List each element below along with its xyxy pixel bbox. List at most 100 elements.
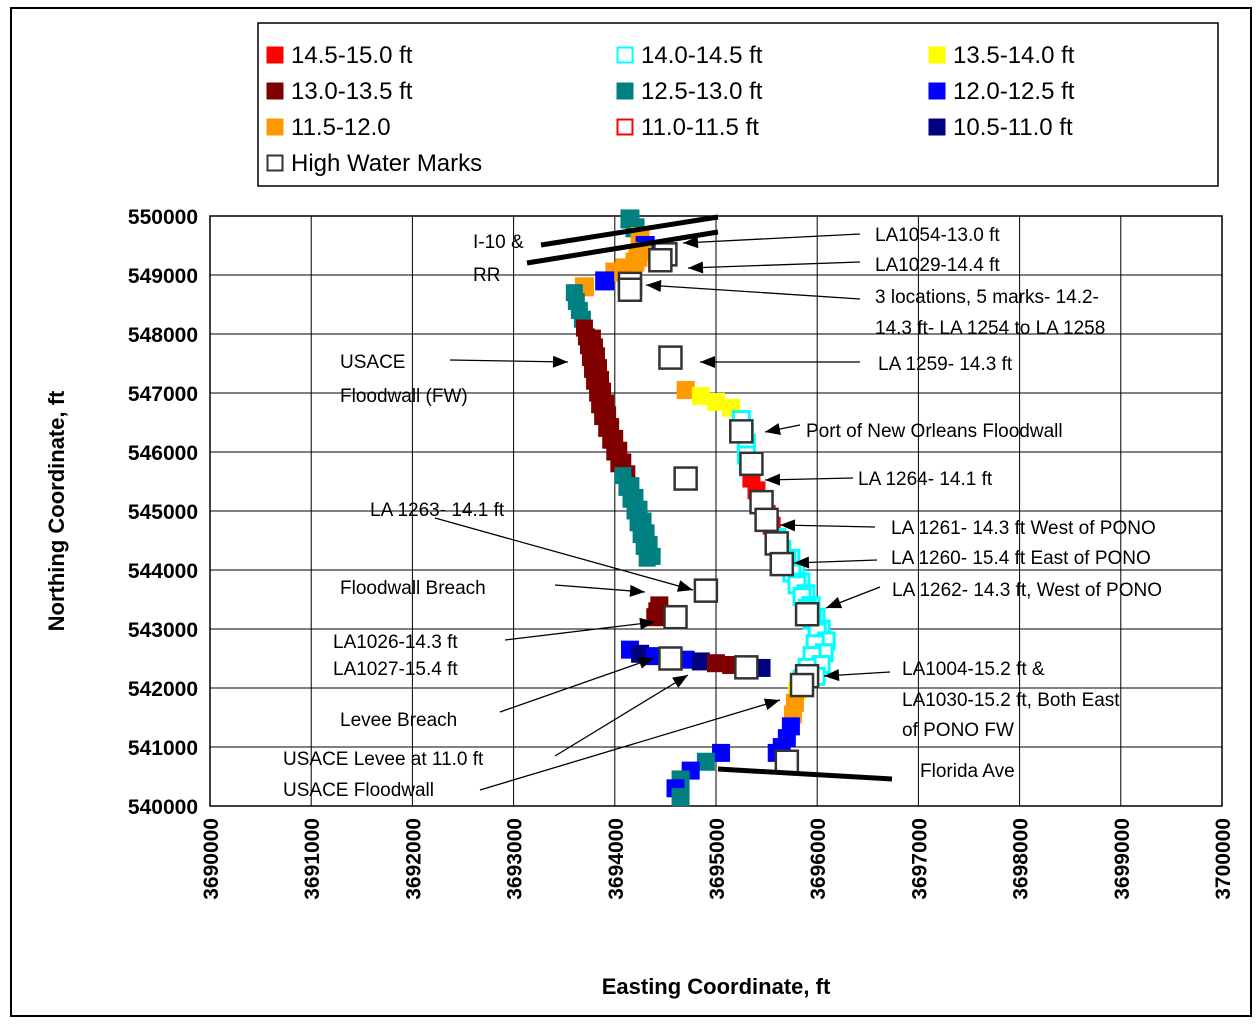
annotation-label: LA1004-15.2 ft &: [902, 659, 1045, 680]
y-tick-label: 542000: [128, 678, 198, 701]
data-point-high-water-mark: [769, 551, 795, 577]
data-point-usace-fw: [638, 549, 656, 567]
data-point-pono-fw: [707, 392, 725, 411]
data-point-usace-fw: [595, 271, 615, 291]
i10-line: [540, 214, 719, 248]
annotation-label: RR: [473, 265, 500, 286]
arrow-la1029: [687, 261, 861, 269]
annotation-label: USACE Levee at 11.0 ft: [283, 749, 484, 770]
y-axis-title: Northing Coordinate, ft: [44, 390, 69, 631]
legend-label: 12.0-12.5 ft: [953, 78, 1075, 105]
annotation-label: LA 1260- 15.4 ft East of PONO: [891, 548, 1151, 569]
data-point-florida-ave: [696, 752, 715, 771]
annotation-label: LA1026-14.3 ft: [333, 632, 458, 653]
arrow-la1261: [779, 524, 876, 528]
legend-swatch: [266, 82, 284, 100]
x-tick-label: 3699000: [1111, 818, 1134, 900]
y-tick-label: 546000: [128, 442, 198, 465]
legend-swatch: [266, 46, 284, 64]
data-point-high-water-mark: [693, 578, 719, 603]
legend-label: 13.0-13.5 ft: [291, 78, 413, 105]
data-point-high-water-mark: [764, 531, 789, 556]
data-point-high-water-mark: [729, 419, 754, 444]
y-tick-label: 550000: [128, 206, 198, 229]
annotation-label: LA 1263- 14.1 ft: [370, 500, 505, 521]
annotation-label: USACE: [340, 352, 405, 373]
arrow-3-locations-head: [646, 279, 662, 292]
y-tick-label: 545000: [128, 501, 198, 524]
annotation-label: LA1027-15.4 ft: [333, 659, 458, 680]
annotation-label: USACE Floodwall: [283, 780, 434, 801]
x-tick-label: 3690000: [200, 818, 223, 900]
legend-swatch: [266, 154, 284, 172]
legend-label: 11.5-12.0: [291, 114, 391, 141]
arrow-la1260-head: [794, 556, 810, 569]
arrow-la1263: [434, 517, 694, 591]
annotation-label: 3 locations, 5 marks- 14.2-: [875, 287, 1099, 308]
legend-box: [257, 22, 1219, 187]
y-tick-label: 543000: [128, 619, 198, 642]
y-tick-label: 544000: [128, 560, 198, 583]
annotation-label: of PONO FW: [902, 720, 1014, 741]
arrow-levee-breach-head: [637, 657, 654, 669]
legend-label: 13.5-14.0 ft: [953, 42, 1075, 69]
x-tick-label: 3691000: [301, 818, 324, 900]
legend-swatch: [266, 118, 284, 136]
arrow-usace-fw-head: [552, 355, 568, 368]
arrow-floodwall-breach-head: [629, 584, 645, 597]
arrow-la1259-head: [700, 356, 715, 368]
legend-label: High Water Marks: [291, 150, 482, 177]
legend-label: 12.5-13.0 ft: [641, 78, 763, 105]
x-tick-label: 3700000: [1212, 818, 1235, 900]
arrow-la1054: [682, 233, 861, 244]
annotation-label: Floodwall Breach: [340, 578, 486, 599]
arrow-la1264-head: [765, 473, 781, 486]
data-point-high-water-mark: [648, 248, 673, 273]
arrow-levee-breach: [499, 657, 655, 713]
data-point-high-water-mark: [658, 646, 683, 671]
data-point-high-water-mark: [658, 345, 683, 370]
arrow-la1026: [504, 621, 656, 641]
arrow-usace-fw: [449, 359, 569, 363]
annotation-label: LA 1262- 14.3 ft, West of PONO: [892, 580, 1162, 601]
annotation-label: LA 1264- 14.1 ft: [858, 469, 993, 490]
legend-swatch: [928, 46, 946, 64]
annotation-label: Floodwall (FW): [340, 386, 468, 407]
data-point-high-water-mark: [794, 602, 820, 627]
annotation-label: Levee Breach: [340, 710, 457, 731]
arrow-la1263-head: [676, 580, 693, 592]
florida-ave-line: [717, 766, 893, 782]
data-point-pono-fw: [691, 386, 710, 405]
data-point-levee-breach: [691, 652, 710, 671]
y-tick-label: 547000: [128, 383, 198, 406]
data-point-high-water-mark: [739, 451, 764, 477]
data-point-florida-ave: [712, 743, 731, 762]
y-tick-label: 541000: [128, 737, 198, 760]
arrow-usace-floodwall: [479, 699, 781, 791]
annotation-label: Port of New Orleans Floodwall: [806, 421, 1063, 442]
x-axis-title: Easting Coordinate, ft: [602, 974, 831, 999]
legend-label: 10.5-11.0 ft: [953, 114, 1073, 141]
arrow-la1029-head: [688, 261, 704, 274]
annotation-label: LA1030-15.2 ft, Both East: [902, 690, 1120, 711]
x-tick-label: 3696000: [807, 818, 830, 900]
annotation-label: LA1054-13.0 ft: [875, 225, 1000, 246]
x-tick-label: 3698000: [1010, 818, 1033, 900]
arrow-floodwall-breach: [554, 584, 646, 593]
annotation-label: LA 1259- 14.3 ft: [878, 354, 1013, 375]
data-point-florida-ave: [671, 788, 690, 807]
x-tick-label: 3695000: [706, 818, 729, 900]
y-tick-label: 548000: [128, 324, 198, 347]
legend-swatch: [928, 118, 946, 136]
arrow-usace-levee: [554, 674, 689, 757]
data-point-high-water-mark: [774, 749, 800, 774]
rr-line: [526, 229, 719, 266]
annotation-label: LA 1261- 14.3 ft West of PONO: [891, 518, 1156, 539]
x-tick-label: 3697000: [908, 818, 931, 900]
legend-label: 14.5-15.0 ft: [291, 42, 413, 69]
arrow-la1054-head: [683, 236, 699, 249]
data-point-high-water-mark: [734, 655, 759, 680]
y-tick-label: 540000: [128, 796, 198, 819]
data-point-pono-fw: [676, 381, 695, 400]
